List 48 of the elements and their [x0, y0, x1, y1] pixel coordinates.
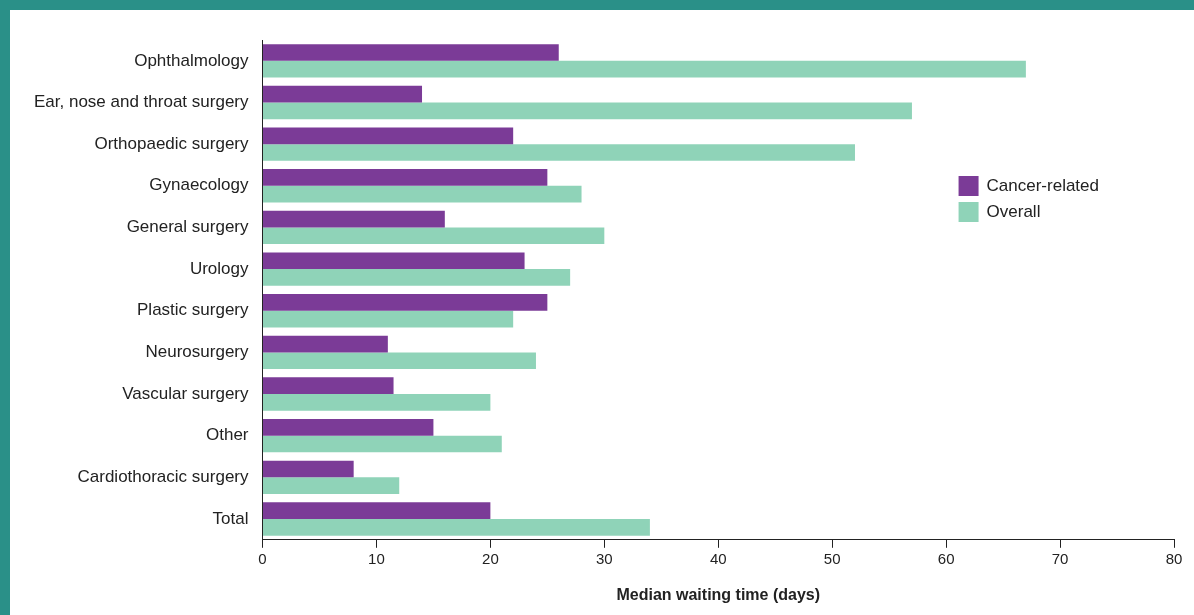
- bar: [263, 227, 605, 245]
- y-tick-label: Ear, nose and throat surgery: [33, 92, 249, 112]
- bar: [263, 185, 582, 203]
- bar: [263, 169, 548, 186]
- x-tick-label: 40: [709, 549, 727, 567]
- bar: [263, 85, 423, 103]
- x-tick-label: 60: [937, 549, 955, 567]
- bar: [263, 60, 1026, 78]
- x-tick-label: 80: [1165, 549, 1183, 567]
- bar: [263, 352, 536, 370]
- y-tick-label: Gynaecology: [149, 175, 250, 195]
- bar: [263, 435, 502, 453]
- legend-label: Cancer-related: [986, 175, 1100, 195]
- x-tick-label: 0: [258, 549, 267, 567]
- bar: [263, 518, 650, 536]
- x-tick-label: 30: [595, 549, 613, 567]
- x-tick-label: 20: [482, 549, 499, 567]
- y-tick-label: Other: [205, 425, 249, 445]
- x-tick-label: 50: [823, 549, 841, 567]
- y-tick-label: Ophthalmology: [134, 50, 250, 70]
- y-tick-label: Vascular surgery: [122, 383, 250, 403]
- x-tick-label: 10: [368, 549, 385, 567]
- y-tick-label: General surgery: [126, 217, 250, 237]
- bar: [263, 335, 388, 353]
- bar: [263, 377, 394, 395]
- y-tick-label: Total: [212, 508, 249, 528]
- bar: [263, 102, 912, 120]
- x-tick-label: 70: [1051, 549, 1069, 567]
- y-tick-label: Cardiothoracic surgery: [77, 467, 250, 487]
- bar: [263, 419, 434, 436]
- bar: [263, 210, 445, 228]
- x-axis-title: Median waiting time (days): [616, 585, 821, 603]
- y-tick-label: Neurosurgery: [145, 342, 249, 362]
- bar: [263, 460, 354, 478]
- bar: [263, 252, 525, 270]
- bar: [263, 44, 559, 61]
- legend-label: Overall: [986, 201, 1041, 221]
- bar: [263, 502, 491, 519]
- bar: [263, 310, 514, 328]
- bar: [263, 127, 514, 145]
- bar: [263, 394, 491, 411]
- bar: [263, 144, 855, 161]
- bar: [263, 477, 400, 494]
- y-tick-label: Plastic surgery: [137, 300, 250, 320]
- bar: [263, 269, 571, 286]
- y-tick-label: Orthopaedic surgery: [94, 133, 250, 153]
- bar: [263, 294, 548, 311]
- y-tick-label: Urology: [189, 258, 249, 278]
